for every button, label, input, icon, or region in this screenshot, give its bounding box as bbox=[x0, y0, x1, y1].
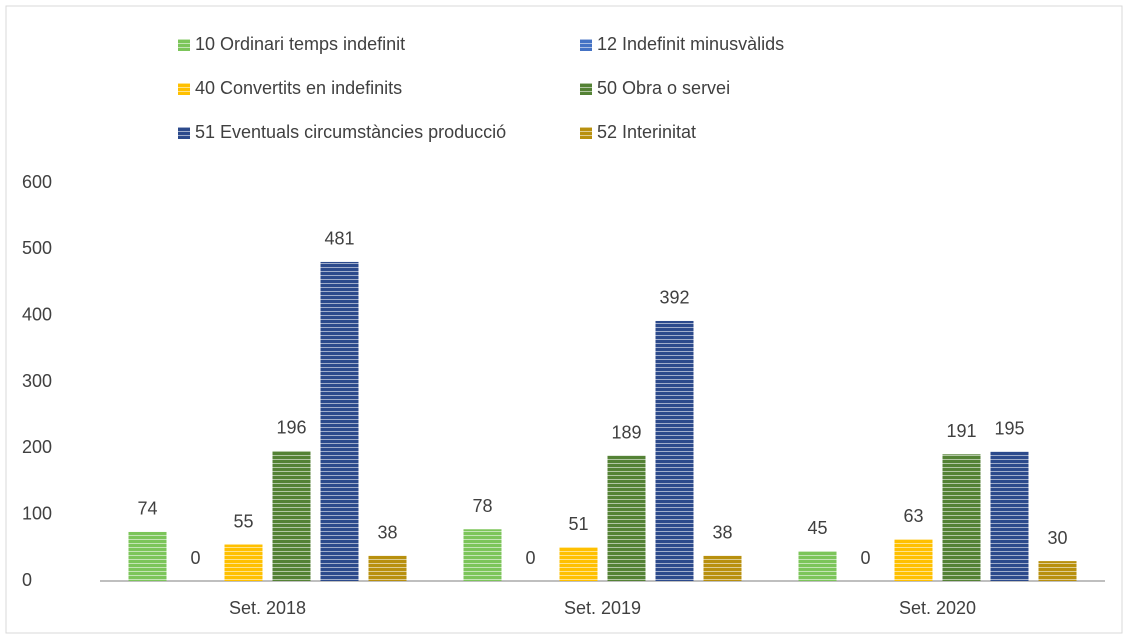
value-label: 55 bbox=[233, 511, 253, 531]
value-label: 63 bbox=[903, 506, 923, 526]
value-label: 0 bbox=[860, 548, 870, 568]
x-tick-label: Set. 2018 bbox=[229, 598, 306, 618]
legend-swatch bbox=[580, 83, 592, 95]
value-label: 191 bbox=[946, 421, 976, 441]
bar bbox=[990, 451, 1029, 581]
value-label: 481 bbox=[324, 229, 354, 249]
y-tick-label: 0 bbox=[22, 570, 32, 590]
legend-label: 51 Eventuals circumstàncies producció bbox=[195, 122, 506, 142]
value-label: 45 bbox=[807, 518, 827, 538]
y-tick-label: 300 bbox=[22, 371, 52, 391]
y-tick-label: 200 bbox=[22, 437, 52, 457]
x-tick-label: Set. 2019 bbox=[564, 598, 641, 618]
bar bbox=[655, 320, 694, 581]
legend-label: 52 Interinitat bbox=[597, 122, 696, 142]
bar bbox=[559, 547, 598, 581]
value-label: 196 bbox=[276, 418, 306, 438]
legend-swatch bbox=[178, 83, 190, 95]
bar bbox=[703, 555, 742, 581]
value-label: 78 bbox=[472, 496, 492, 516]
bar bbox=[607, 455, 646, 581]
legend-swatch bbox=[580, 39, 592, 51]
bar bbox=[368, 555, 407, 581]
value-label: 51 bbox=[568, 514, 588, 534]
legend-label: 10 Ordinari temps indefinit bbox=[195, 34, 405, 54]
value-label: 392 bbox=[659, 288, 689, 308]
bar bbox=[1038, 561, 1077, 581]
legend-label: 40 Convertits en indefinits bbox=[195, 78, 402, 98]
bar bbox=[224, 544, 263, 581]
x-tick-label: Set. 2020 bbox=[899, 598, 976, 618]
y-tick-label: 400 bbox=[22, 304, 52, 324]
value-label: 38 bbox=[712, 523, 732, 543]
bar bbox=[128, 531, 167, 581]
legend-swatch bbox=[178, 127, 190, 139]
value-label: 38 bbox=[377, 523, 397, 543]
value-label: 0 bbox=[190, 548, 200, 568]
legend-swatch bbox=[178, 39, 190, 51]
y-tick-label: 500 bbox=[22, 238, 52, 258]
legend-label: 50 Obra o servei bbox=[597, 78, 730, 98]
y-tick-label: 100 bbox=[22, 503, 52, 523]
bar bbox=[272, 450, 311, 581]
value-label: 0 bbox=[525, 548, 535, 568]
bar bbox=[320, 261, 359, 581]
value-label: 195 bbox=[994, 418, 1024, 438]
value-label: 189 bbox=[611, 422, 641, 442]
bar bbox=[463, 529, 502, 581]
bar bbox=[798, 551, 837, 581]
value-label: 74 bbox=[137, 499, 157, 519]
chart-border bbox=[5, 5, 1123, 634]
legend-swatch bbox=[580, 127, 592, 139]
bar bbox=[894, 539, 933, 581]
y-tick-label: 600 bbox=[22, 172, 52, 192]
bar bbox=[942, 454, 981, 581]
legend-label: 12 Indefinit minusvàlids bbox=[597, 34, 784, 54]
value-label: 30 bbox=[1047, 528, 1067, 548]
